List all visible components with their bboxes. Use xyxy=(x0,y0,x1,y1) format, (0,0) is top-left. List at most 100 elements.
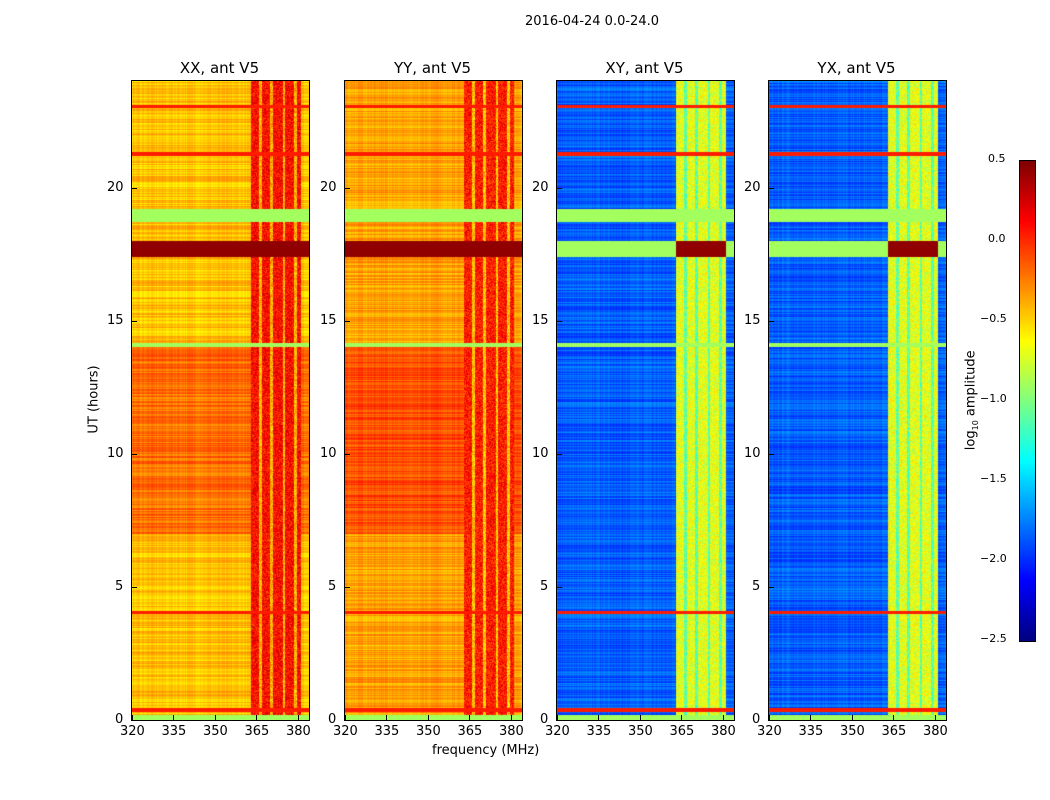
y-tick-label: 20 xyxy=(107,179,124,195)
y-tick-mark xyxy=(345,453,350,455)
y-tick-mark xyxy=(769,187,774,189)
colorbar-label-main: log xyxy=(963,430,979,451)
colorbar-tick-label: −1.0 xyxy=(980,392,1007,405)
x-axis-label: frequency (MHz) xyxy=(432,743,540,758)
x-tick-mark xyxy=(598,715,600,720)
x-tick-label: 365 xyxy=(669,724,695,739)
y-tick-label: 5 xyxy=(540,578,549,594)
x-tick-label: 335 xyxy=(586,724,612,739)
y-tick-label: 10 xyxy=(744,445,761,461)
y-tick-label: 20 xyxy=(744,179,761,195)
heatmap-panel xyxy=(131,80,310,721)
x-tick-mark xyxy=(173,715,175,720)
y-tick-mark xyxy=(769,586,774,588)
x-tick-label: 320 xyxy=(545,724,570,739)
colorbar-tick-label: −2.0 xyxy=(980,552,1007,565)
colorbar-tick-label: −0.5 xyxy=(980,312,1007,325)
y-tick-label: 20 xyxy=(320,179,337,195)
x-tick-mark xyxy=(557,715,558,720)
colorbar-tick-label: −2.5 xyxy=(980,632,1007,645)
y-tick-label: 15 xyxy=(107,312,124,328)
heatmap-image xyxy=(345,81,522,720)
y-tick-label: 0 xyxy=(115,712,124,727)
y-tick-label: 15 xyxy=(744,312,761,328)
x-tick-label: 365 xyxy=(457,724,483,739)
y-tick-mark xyxy=(557,187,562,189)
heatmap-panel xyxy=(344,80,523,721)
y-tick-mark xyxy=(557,586,562,588)
x-tick-mark xyxy=(469,715,471,720)
x-tick-mark xyxy=(722,715,724,720)
x-tick-mark xyxy=(345,715,346,720)
colorbar-label: log10 amplitude xyxy=(964,350,981,450)
heatmap-image xyxy=(132,81,309,720)
figure-title: 2016-04-24 0.0-24.0 xyxy=(525,14,659,29)
x-tick-mark xyxy=(769,715,770,720)
x-tick-mark xyxy=(427,715,429,720)
y-tick-mark xyxy=(345,187,350,189)
x-tick-label: 335 xyxy=(161,724,187,739)
y-tick-mark xyxy=(345,586,350,588)
y-tick-mark xyxy=(769,720,774,721)
panel-title: YX, ant V5 xyxy=(817,59,896,77)
panel-title: XX, ant V5 xyxy=(179,59,260,77)
y-tick-mark xyxy=(769,453,774,455)
x-tick-mark xyxy=(810,715,812,720)
y-tick-label: 5 xyxy=(752,578,761,594)
y-tick-label: 0 xyxy=(752,712,761,727)
x-tick-label: 350 xyxy=(839,724,865,739)
y-tick-mark xyxy=(345,320,350,322)
y-tick-mark xyxy=(769,320,774,322)
colorbar-label-sub: 10 xyxy=(971,420,981,431)
x-tick-mark xyxy=(510,715,512,720)
x-tick-label: 365 xyxy=(244,724,270,739)
colorbar-tick-label: 0.5 xyxy=(988,152,1006,165)
heatmap-panel xyxy=(768,80,947,721)
x-tick-mark xyxy=(681,715,683,720)
panel-title: XY, ant V5 xyxy=(605,59,684,77)
y-tick-mark xyxy=(132,720,137,721)
x-tick-mark xyxy=(132,715,133,720)
x-tick-label: 380 xyxy=(710,724,736,739)
x-tick-mark xyxy=(297,715,299,720)
y-tick-label: 10 xyxy=(107,445,124,461)
y-tick-mark xyxy=(132,320,137,322)
panel-title: YY, ant V5 xyxy=(393,59,471,77)
y-tick-mark xyxy=(132,453,137,455)
y-tick-mark xyxy=(345,720,350,721)
y-tick-mark xyxy=(132,586,137,588)
x-tick-mark xyxy=(639,715,641,720)
x-tick-label: 335 xyxy=(798,724,824,739)
x-tick-label: 350 xyxy=(415,724,441,739)
x-tick-label: 320 xyxy=(333,724,358,739)
y-tick-label: 10 xyxy=(532,445,549,461)
y-tick-mark xyxy=(557,320,562,322)
x-tick-label: 335 xyxy=(374,724,400,739)
y-tick-label: 15 xyxy=(532,312,549,328)
colorbar-tick-label: −1.5 xyxy=(980,472,1007,485)
heatmap-panel xyxy=(556,80,735,721)
x-tick-label: 350 xyxy=(202,724,228,739)
x-tick-mark xyxy=(851,715,853,720)
x-tick-label: 380 xyxy=(922,724,948,739)
y-tick-label: 5 xyxy=(328,578,337,594)
x-tick-mark xyxy=(934,715,936,720)
y-tick-label: 0 xyxy=(328,712,337,727)
y-tick-mark xyxy=(557,720,562,721)
heatmap-image xyxy=(769,81,946,720)
y-axis-label: UT (hours) xyxy=(86,365,102,434)
y-tick-label: 0 xyxy=(540,712,549,727)
colorbar-label-rest: amplitude xyxy=(963,350,979,421)
y-tick-label: 5 xyxy=(115,578,124,594)
y-tick-mark xyxy=(557,453,562,455)
x-tick-label: 380 xyxy=(498,724,524,739)
x-tick-label: 380 xyxy=(285,724,311,739)
colorbar xyxy=(1019,160,1036,642)
x-tick-label: 350 xyxy=(627,724,653,739)
x-tick-mark xyxy=(386,715,388,720)
x-tick-mark xyxy=(214,715,216,720)
y-tick-mark xyxy=(132,187,137,189)
x-tick-mark xyxy=(893,715,895,720)
x-tick-mark xyxy=(256,715,258,720)
